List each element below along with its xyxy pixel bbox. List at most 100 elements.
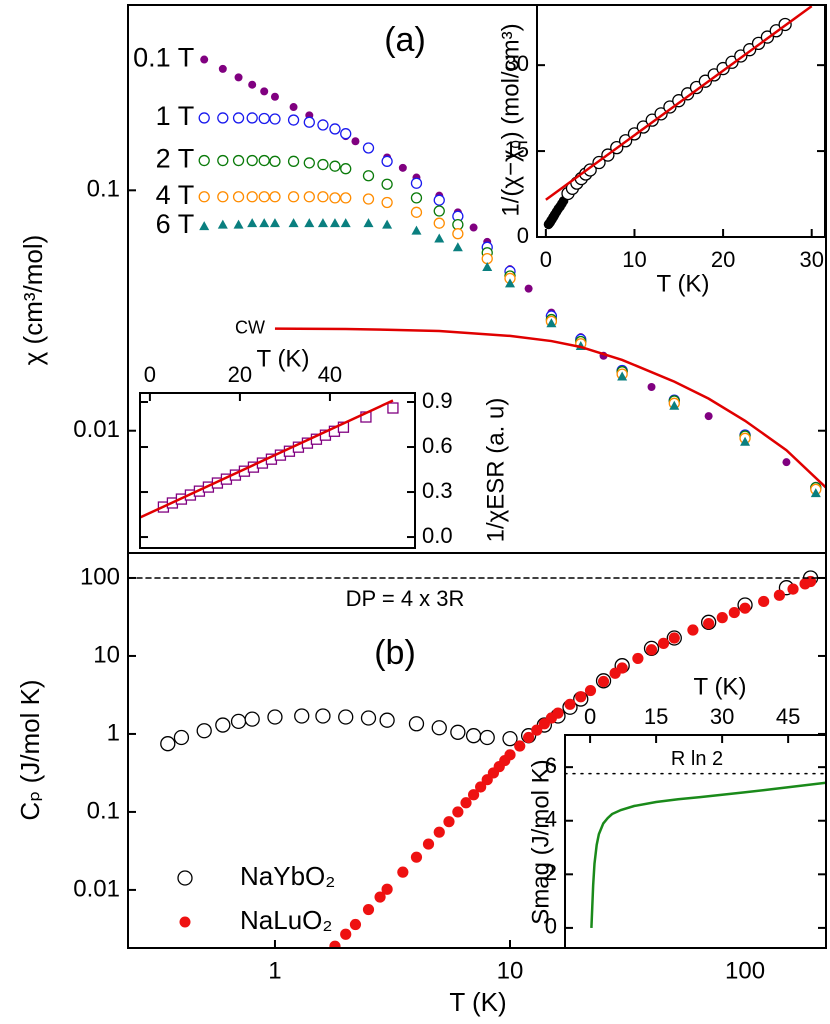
data-point (433, 205, 445, 217)
data-point (475, 781, 487, 793)
data-point (523, 731, 535, 744)
data-point (303, 191, 315, 203)
data-point (804, 575, 817, 588)
data-point (381, 178, 393, 190)
x-axis-label: T (K) (657, 270, 710, 297)
y-tick-label: 30 (505, 51, 529, 76)
plot-area (198, 55, 826, 498)
data-point (173, 729, 190, 746)
series-label: 0.1 T (133, 43, 194, 73)
data-point (217, 154, 229, 167)
x-tick-label: 30 (710, 704, 734, 729)
x-tick-label: 30 (799, 247, 823, 272)
x-tick-label: 10 (497, 957, 524, 984)
data-point (502, 731, 518, 747)
legend-label: NaLuO₂ (240, 905, 332, 935)
data-point (810, 488, 821, 498)
data-point (381, 196, 393, 209)
x-tick-label: 0 (144, 362, 156, 387)
data-point (232, 112, 245, 124)
y-tick-label: 15 (505, 137, 529, 162)
data-point (217, 191, 229, 203)
data-point (234, 73, 243, 82)
panel: 0 20 40 0.0 0.3 0.6 0.9 T (K) 1/χESR (a. u) (139, 345, 509, 549)
data-point (703, 617, 715, 630)
inset-background (140, 393, 415, 548)
data-point (505, 278, 516, 288)
reference-label: R ln 2 (671, 748, 723, 770)
data-point (452, 806, 464, 818)
data-point (351, 137, 360, 146)
data-point (433, 194, 445, 206)
data-point (460, 797, 472, 809)
data-point (704, 412, 713, 421)
data-point (524, 284, 533, 293)
data-point (340, 218, 351, 228)
data-point (196, 723, 212, 739)
data-point (452, 242, 463, 252)
data-point (269, 155, 281, 167)
data-point (317, 158, 329, 171)
data-point (716, 612, 728, 624)
data-point (450, 724, 466, 740)
data-point (198, 154, 210, 167)
data-point (294, 708, 310, 724)
y-tick-label: 0 (517, 223, 529, 248)
y-tick-label: 1 (107, 719, 120, 746)
y-tick-label: 100 (80, 563, 120, 590)
data-point (258, 191, 270, 203)
data-point (584, 684, 597, 697)
x-tick-label: 40 (318, 362, 342, 387)
x-tick-label: 20 (711, 247, 735, 272)
data-point (317, 218, 328, 228)
data-point (433, 217, 445, 229)
data-point (410, 206, 423, 218)
data-point (680, 87, 695, 101)
data-point (397, 866, 409, 878)
data-point (381, 883, 393, 895)
plot-area (160, 570, 819, 948)
data-point (657, 637, 670, 649)
data-point (259, 218, 270, 228)
data-point (410, 177, 423, 189)
data-point (531, 724, 543, 736)
y-tick-label: 0.01 (73, 875, 120, 902)
axes-frame (139, 392, 416, 549)
x-tick-label: 15 (644, 704, 668, 729)
data-point (387, 402, 399, 414)
data-point (200, 55, 209, 64)
data-point (340, 128, 352, 140)
data-point (217, 219, 228, 229)
panel-label: (a) (384, 21, 426, 59)
x-tick-label: 20 (228, 362, 252, 387)
data-point (317, 119, 329, 131)
data-point (233, 219, 244, 229)
data-point (287, 155, 300, 167)
inset-background (537, 5, 825, 237)
data-point (514, 740, 526, 752)
data-point (411, 225, 422, 235)
data-point (398, 163, 407, 172)
data-point (482, 261, 493, 271)
data-point (479, 729, 495, 746)
legend-marker (179, 916, 191, 928)
data-point (663, 100, 677, 114)
data-point (408, 716, 425, 732)
data-point (362, 903, 375, 916)
data-point (668, 632, 680, 644)
data-point (340, 192, 352, 204)
x-tick-label: 0 (584, 704, 596, 729)
data-point (269, 218, 280, 228)
data-point (410, 192, 423, 204)
y-tick-label: 0 (545, 914, 557, 939)
data-point (504, 749, 516, 761)
data-point (575, 691, 587, 703)
data-point (260, 87, 269, 96)
data-point (422, 838, 435, 850)
y-tick-label: 6 (545, 753, 557, 778)
y-tick-label: 2 (545, 860, 557, 885)
series-label: CW (235, 317, 265, 337)
data-line (545, 5, 813, 201)
data-point (247, 218, 258, 228)
